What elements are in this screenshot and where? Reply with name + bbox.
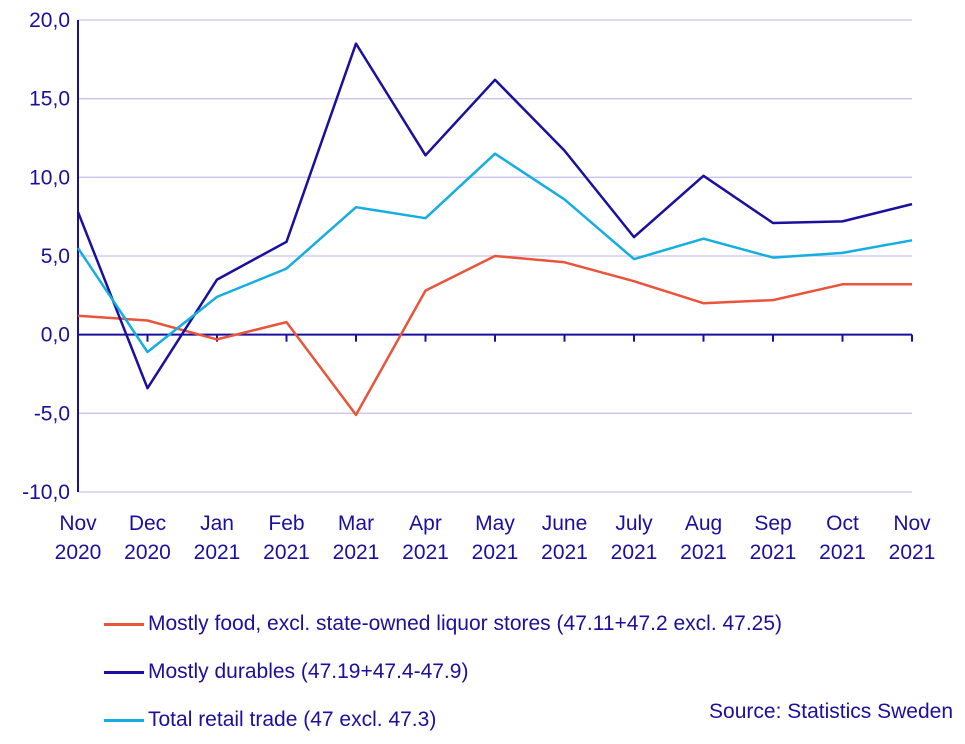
x-tick-label-year: 2021 — [194, 541, 241, 564]
series-line-durables — [76, 42, 913, 390]
x-tick-label-month: Nov — [59, 512, 97, 535]
x-tick-label-month: Nov — [893, 512, 931, 535]
x-tick-label-year: 2021 — [889, 541, 936, 564]
y-tick-label: 20,0 — [29, 9, 70, 32]
legend-swatch-total — [104, 718, 144, 722]
series-line-total — [76, 152, 913, 354]
x-tick-label-year: 2021 — [472, 541, 519, 564]
y-axis-tick-labels: 20,0 15,0 10,0 5,0 0,0 -5,0 -10,0 — [22, 9, 70, 504]
legend-item-durables: Mostly durables (47.19+47.4-47.9) — [104, 648, 964, 696]
x-tick-label-year: 2021 — [263, 541, 310, 564]
line-chart: 20,0 15,0 10,0 5,0 0,0 -5,0 -10,0 Nov 2020 Dec 20… — [22, 9, 936, 564]
gridlines — [78, 19, 912, 493]
y-tick-label: -5,0 — [34, 402, 70, 425]
y-tick-label: 15,0 — [29, 88, 70, 111]
x-tick-label-year: 2021 — [819, 541, 866, 564]
x-tick-label-month: July — [615, 512, 653, 535]
x-tick-label-month: Mar — [338, 512, 374, 535]
x-tick-label-month: Apr — [409, 512, 442, 535]
x-tick-label-month: Feb — [268, 512, 304, 535]
x-tick-label-year: 2021 — [333, 541, 380, 564]
x-tick-label-year: 2021 — [402, 541, 449, 564]
x-tick-label-month: Jan — [200, 512, 234, 535]
source-note: Source: Statistics Sweden — [709, 700, 953, 723]
legend-item-total: Total retail trade (47 excl. 47.3) — [104, 696, 964, 744]
y-tick-label: 5,0 — [41, 245, 70, 268]
axes — [77, 20, 913, 492]
legend-swatch-durables — [104, 670, 144, 674]
x-tick-label-month: May — [475, 512, 515, 535]
legend-item-food: Mostly food, excl. state-owned liquor st… — [104, 600, 964, 648]
legend-label-total: Total retail trade (47 excl. 47.3) — [148, 708, 437, 731]
legend: Mostly food, excl. state-owned liquor st… — [104, 600, 964, 744]
x-tick-label-month: Sep — [754, 512, 791, 535]
x-tick-label-year: 2021 — [750, 541, 797, 564]
x-axis-tick-labels: Nov 2020 Dec 2020 Jan 2021 Feb 2021 Mar 2021 Apr 20… — [55, 512, 936, 564]
y-tick-label: 0,0 — [41, 324, 70, 347]
x-tick-label-month: Oct — [826, 512, 859, 535]
x-tick-label-year: 2021 — [541, 541, 588, 564]
legend-label-durables: Mostly durables (47.19+47.4-47.9) — [148, 660, 469, 683]
series-line-food — [77, 254, 912, 417]
legend-label-food: Mostly food, excl. state-owned liquor st… — [148, 612, 783, 635]
x-tick-label-month: Dec — [129, 512, 166, 535]
series-lines — [76, 42, 913, 417]
x-tick-label-year: 2021 — [680, 541, 727, 564]
legend-swatch-food — [104, 622, 144, 626]
y-tick-label: -10,0 — [22, 481, 70, 504]
y-tick-label: 10,0 — [29, 166, 70, 189]
x-tick-label-year: 2020 — [55, 541, 102, 564]
x-tick-label-month: June — [542, 512, 588, 535]
x-tick-label-year: 2021 — [611, 541, 658, 564]
x-tick-label-year: 2020 — [124, 541, 171, 564]
x-tick-label-month: Aug — [685, 512, 722, 535]
